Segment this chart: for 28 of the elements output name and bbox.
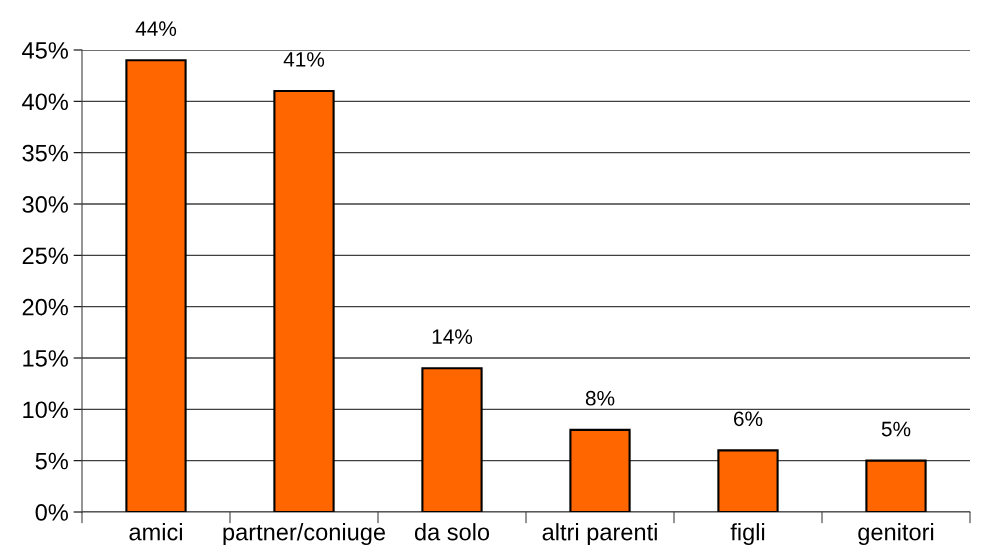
y-tick-label: 20% bbox=[22, 298, 68, 316]
y-tick-label: 0% bbox=[35, 504, 68, 521]
x-tick-label: amici bbox=[129, 523, 182, 541]
bar bbox=[569, 428, 631, 512]
data-label: 41% bbox=[283, 52, 325, 67]
y-tick-label: 15% bbox=[23, 350, 68, 367]
x-tick-label: da solo bbox=[414, 523, 490, 541]
data-label: 14% bbox=[432, 329, 473, 344]
data-label: 6% bbox=[734, 411, 763, 427]
y-tick-label: 45% bbox=[22, 42, 68, 59]
data-label: 8% bbox=[585, 390, 615, 406]
bar bbox=[421, 367, 483, 512]
y-tick-label: 30% bbox=[22, 196, 68, 213]
data-label: 5% bbox=[881, 421, 911, 437]
y-tick-label: 5% bbox=[35, 452, 68, 470]
x-tick-label: genitori bbox=[858, 523, 934, 546]
x-tick-label: altri parenti bbox=[542, 523, 657, 546]
y-tick-label: 10% bbox=[23, 401, 68, 419]
bar bbox=[865, 459, 927, 512]
data-label: 44% bbox=[135, 21, 177, 36]
y-tick-label: 40% bbox=[22, 93, 68, 111]
bar bbox=[273, 90, 335, 512]
x-tick-label: partner/coniuge bbox=[223, 523, 385, 546]
y-tick-label: 35% bbox=[22, 144, 68, 162]
x-tick-label: figli bbox=[730, 523, 765, 546]
bar bbox=[125, 59, 187, 512]
bar bbox=[717, 449, 779, 512]
y-tick-label: 25% bbox=[22, 247, 68, 265]
